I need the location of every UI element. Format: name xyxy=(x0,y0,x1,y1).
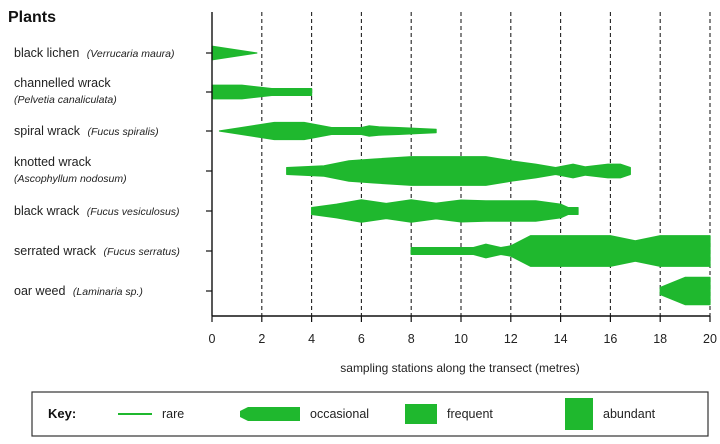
kite-oar-weed xyxy=(659,276,711,306)
label-serrated-wrack: serrated wrack (Fucus serratus) xyxy=(14,244,180,258)
key-label-rare: rare xyxy=(162,407,184,421)
key-label-occasional: occasional xyxy=(310,407,369,421)
latin-channelled-wrack: (Pelvetia canaliculata) xyxy=(14,94,117,106)
key-items: rare occasional frequent abundant xyxy=(118,398,656,430)
x-axis-title: sampling stations along the transect (me… xyxy=(340,361,579,375)
key-swatch-frequent xyxy=(405,404,437,424)
kite-black-wrack xyxy=(311,199,579,223)
kite-knotted-wrack xyxy=(286,156,631,186)
x-tick-label-8: 8 xyxy=(408,332,415,346)
x-tick-label-16: 16 xyxy=(603,332,617,346)
label-knotted-wrack: knotted wrack xyxy=(14,155,92,169)
x-tick-label-6: 6 xyxy=(358,332,365,346)
x-tick-label-18: 18 xyxy=(653,332,667,346)
key-swatch-occasional xyxy=(240,407,300,421)
x-tick-label-14: 14 xyxy=(554,332,568,346)
label-black-lichen: black lichen (Verrucaria maura) xyxy=(14,46,175,60)
kite-channelled-wrack xyxy=(211,84,313,100)
x-tick-label-4: 4 xyxy=(308,332,315,346)
label-channelled-wrack: channelled wrack xyxy=(14,76,111,90)
key-swatch-abundant xyxy=(565,398,593,430)
key-label-frequent: frequent xyxy=(447,407,493,421)
chart-title: Plants xyxy=(8,9,56,26)
key-title: Key: xyxy=(48,406,76,421)
x-tick-label-12: 12 xyxy=(504,332,518,346)
label-oar-weed: oar weed (Laminaria sp.) xyxy=(14,284,143,298)
x-tick-label-10: 10 xyxy=(454,332,468,346)
latin-knotted-wrack: (Ascophyllum nodosum) xyxy=(14,173,127,185)
row-labels: black lichen (Verrucaria maura) channelle… xyxy=(14,46,180,298)
kite-serrated-wrack xyxy=(410,235,711,267)
label-black-wrack: black wrack (Fucus vesiculosus) xyxy=(14,204,180,218)
x-tick-label-20: 20 xyxy=(703,332,717,346)
x-tick-label-0: 0 xyxy=(209,332,216,346)
x-tick-label-2: 2 xyxy=(258,332,265,346)
axes xyxy=(206,12,711,322)
kites xyxy=(211,45,711,306)
x-tick-labels: 0 2 4 6 8 10 12 14 16 18 20 xyxy=(209,332,717,346)
key-label-abundant: abundant xyxy=(603,407,656,421)
label-spiral-wrack: spiral wrack (Fucus spiralis) xyxy=(14,124,159,138)
kite-spiral-wrack xyxy=(218,121,437,141)
kite-black-lichen xyxy=(211,45,258,61)
